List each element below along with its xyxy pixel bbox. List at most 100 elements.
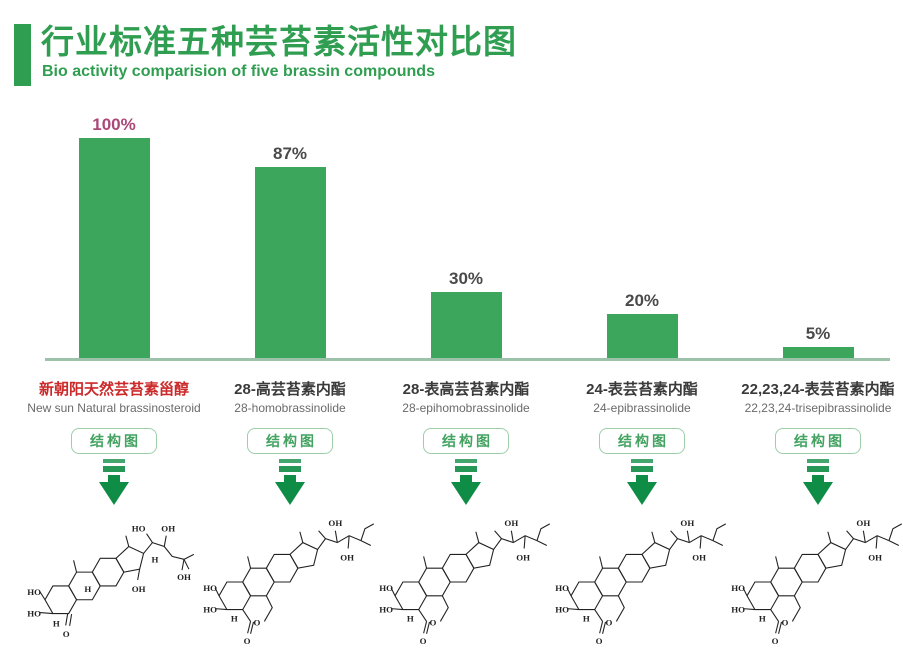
bar-value-label: 30%	[448, 269, 484, 288]
down-arrow-icon	[803, 459, 833, 505]
arrows-row	[26, 459, 903, 507]
category-label: 22,23,24-表芸苔素内酯 22,23,24-trisepibrassino…	[730, 378, 903, 415]
bar	[254, 166, 326, 358]
svg-text:HO: HO	[27, 609, 41, 619]
down-arrow-icon	[451, 459, 481, 505]
chemical-structure: O O H HO HO OH OH	[202, 513, 378, 651]
chemical-structure: O O H HO HO OH OH	[730, 513, 903, 651]
svg-text:HO: HO	[555, 605, 569, 615]
structure-cell: HO OH H OH HO HO H H O OH	[26, 513, 202, 651]
svg-text:OH: OH	[340, 552, 354, 562]
svg-text:OH: OH	[177, 572, 191, 582]
compound-name-zh: 22,23,24-表芸苔素内酯	[741, 381, 895, 398]
structure-button-cell: 结构图	[730, 428, 903, 454]
svg-text:OH: OH	[680, 518, 694, 528]
arrow-cell	[554, 459, 730, 507]
svg-text:OH: OH	[132, 584, 146, 594]
compound-name-en: New sun Natural brassinosteroid	[27, 401, 201, 415]
compound-name-zh: 28-表高芸苔素内酯	[402, 381, 530, 398]
compound-name-zh: 28-高芸苔素内酯	[234, 381, 346, 398]
structure-cell: O O H HO HO OH OH	[202, 513, 378, 651]
svg-text:O: O	[420, 636, 427, 646]
svg-text:HO: HO	[731, 583, 745, 593]
down-arrow-icon	[627, 459, 657, 505]
page-subtitle: Bio activity comparision of five brassin…	[42, 63, 435, 81]
structure-button-cell: 结构图	[378, 428, 554, 454]
svg-text:H: H	[759, 613, 766, 623]
category-label: 24-表芸苔素内酯 24-epibrassinolide	[554, 378, 730, 415]
chemical-structure: HO OH H OH HO HO H H O OH	[26, 513, 202, 651]
svg-text:HO: HO	[27, 587, 41, 597]
structure-cell: O O H HO HO OH OH	[554, 513, 730, 651]
bar	[78, 138, 150, 358]
title-block: 行业标准五种芸苔素活性对比图 Bio activity comparision …	[41, 23, 517, 81]
bar	[606, 314, 678, 358]
compound-name-en: 22,23,24-trisepibrassinolide	[744, 401, 892, 415]
bar	[430, 292, 502, 358]
svg-text:OH: OH	[516, 552, 530, 562]
svg-text:H: H	[407, 613, 414, 623]
structure-buttons-row: 结构图 结构图 结构图 结构图 结构图	[26, 428, 903, 454]
structure-button-cell: 结构图	[202, 428, 378, 454]
bar-value-label: 100%	[92, 115, 136, 134]
down-arrow-icon	[275, 459, 305, 505]
svg-text:HO: HO	[555, 583, 569, 593]
structure-button[interactable]: 结构图	[599, 428, 685, 454]
bar	[782, 347, 854, 358]
svg-text:H: H	[84, 584, 91, 594]
svg-text:HO: HO	[379, 605, 393, 615]
bar-column: 5%	[730, 108, 903, 358]
svg-text:OH: OH	[856, 518, 870, 528]
structure-button[interactable]: 结构图	[775, 428, 861, 454]
svg-text:OH: OH	[692, 552, 706, 562]
structure-button[interactable]: 结构图	[247, 428, 333, 454]
bar-column: 87%	[202, 108, 378, 358]
down-arrow-icon	[99, 459, 129, 505]
svg-text:OH: OH	[328, 518, 342, 528]
svg-text:O: O	[430, 617, 437, 627]
structure-cell: O O H HO HO OH OH	[730, 513, 903, 651]
category-label: 28-表高芸苔素内酯 28-epihomobrassinolide	[378, 378, 554, 415]
page-title: 行业标准五种芸苔素活性对比图	[41, 23, 517, 60]
bar-column: 100%	[26, 108, 202, 358]
svg-text:HO: HO	[132, 524, 146, 534]
chart-plot-area: 100% 87% 30% 20% 5%	[26, 108, 903, 358]
svg-text:HO: HO	[203, 583, 217, 593]
structure-cell: O O H HO HO OH OH	[378, 513, 554, 651]
title-accent-bar	[14, 24, 31, 86]
arrow-cell	[202, 459, 378, 507]
compound-name-zh: 新朝阳天然芸苔素甾醇	[38, 381, 189, 398]
compound-name-en: 28-epihomobrassinolide	[402, 401, 530, 415]
compound-name-zh: 24-表芸苔素内酯	[586, 381, 698, 398]
svg-text:OH: OH	[161, 524, 175, 534]
structure-button[interactable]: 结构图	[71, 428, 157, 454]
structures-row: HO OH H OH HO HO H H O OH O O H HO HO OH OH O O H HO HO OH OH O O…	[26, 513, 903, 651]
compound-name-en: 24-epibrassinolide	[593, 401, 691, 415]
header: 行业标准五种芸苔素活性对比图 Bio activity comparision …	[0, 0, 903, 86]
svg-text:HO: HO	[731, 605, 745, 615]
svg-text:O: O	[782, 617, 789, 627]
arrow-cell	[378, 459, 554, 507]
svg-text:O: O	[254, 617, 261, 627]
svg-text:O: O	[606, 617, 613, 627]
structure-button-cell: 结构图	[26, 428, 202, 454]
bar-value-label: 5%	[805, 324, 831, 343]
category-label: 新朝阳天然芸苔素甾醇 New sun Natural brassinostero…	[26, 378, 202, 415]
arrow-cell	[26, 459, 202, 507]
arrow-cell	[730, 459, 903, 507]
category-labels-row: 新朝阳天然芸苔素甾醇 New sun Natural brassinostero…	[26, 378, 903, 415]
svg-text:H: H	[583, 613, 590, 623]
svg-text:O: O	[596, 636, 603, 646]
svg-text:O: O	[244, 636, 251, 646]
bar-value-label: 87%	[272, 143, 308, 163]
structure-button[interactable]: 结构图	[423, 428, 509, 454]
compound-name-en: 28-homobrassinolide	[234, 401, 346, 415]
bar-value-label: 20%	[624, 291, 660, 310]
svg-text:H: H	[151, 554, 158, 564]
